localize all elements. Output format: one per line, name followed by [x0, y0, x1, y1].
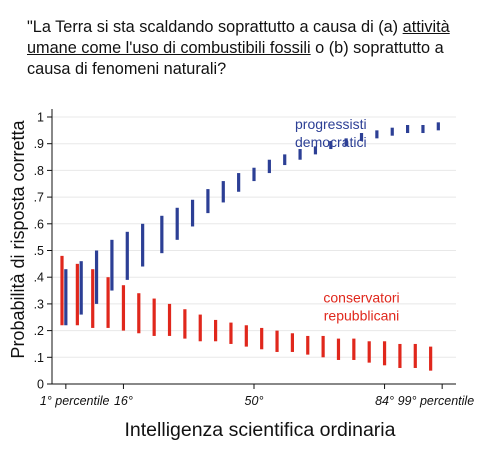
question-text: "La Terra si sta scaldando soprattutto a… — [27, 17, 482, 80]
range-bars — [60, 122, 440, 371]
gridlines — [52, 116, 456, 385]
y-tick-label: .4 — [34, 271, 44, 285]
x-tick-label: 50° — [245, 394, 264, 408]
x-axis-title: Intelligenza scientifica ordinaria — [125, 419, 396, 441]
republicans-label: repubblicani — [324, 308, 400, 324]
axes: 0 .1 .2 .3 .4 .5 .6 .7 .8 .9 1 1° percentile 16° 50° 8… — [34, 109, 475, 408]
y-tick-label: .7 — [34, 191, 44, 205]
republicans-label: conservatori — [323, 290, 399, 306]
y-tick-label: 0 — [37, 378, 44, 392]
x-tick-label: 1° percentile — [40, 394, 110, 408]
y-tick-label: 1 — [37, 111, 44, 125]
democrats-label: progressisti — [295, 116, 367, 132]
y-tick-label: .8 — [34, 164, 44, 178]
y-tick-label: .2 — [34, 324, 44, 338]
y-tick-label: .6 — [34, 217, 44, 231]
x-tick-label: 84° — [375, 394, 394, 408]
y-tick-label: .3 — [34, 297, 44, 311]
labels: Probabilità di risposta corretta Intellig… — [8, 116, 400, 441]
x-tick-label: 99° percentile — [398, 394, 475, 408]
democrats-label: democratici — [295, 134, 367, 150]
question-part1: "La Terra si sta scaldando soprattutto a… — [27, 18, 403, 36]
y-tick-label: .5 — [34, 244, 44, 258]
y-axis-title: Probabilità di risposta corretta — [8, 119, 28, 358]
question-part2: o (b) soprattutto a causa di fenomeni na… — [27, 39, 444, 78]
y-tick-label: .1 — [34, 351, 44, 365]
question-underlined: attività umane come l'uso di combustibil… — [27, 18, 450, 57]
x-tick-label: 16° — [114, 394, 133, 408]
y-tick-label: .9 — [34, 137, 44, 151]
